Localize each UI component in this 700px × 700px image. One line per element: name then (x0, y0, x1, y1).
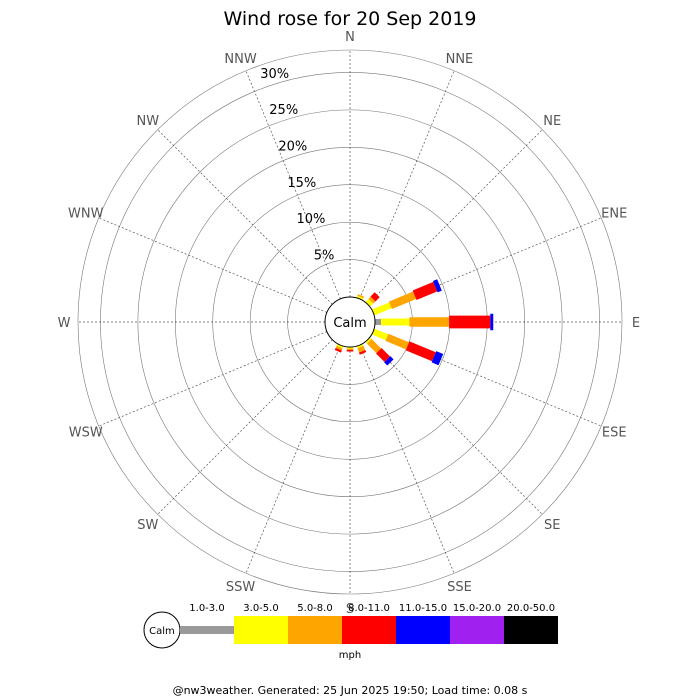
direction-label: W (58, 316, 71, 331)
radial-label: 5% (314, 248, 335, 263)
wind-bar-e-4 (490, 313, 494, 331)
direction-label: ENE (601, 207, 627, 222)
wind-bar-se-1 (365, 337, 372, 344)
legend-units: mph (339, 650, 361, 661)
legend-label: 3.0-5.0 (243, 603, 278, 614)
legend-label: 5.0-8.0 (297, 603, 332, 614)
grid-spoke (157, 339, 333, 515)
radial-label: 15% (287, 176, 316, 191)
legend-swatch-1 (234, 616, 288, 644)
grid-spoke (98, 217, 328, 313)
grid-spoke (157, 129, 333, 305)
direction-label: SE (544, 518, 560, 533)
grid-spoke (367, 129, 543, 305)
wind-bar-s-2 (346, 348, 354, 350)
wind-bar-ese-1 (371, 328, 389, 341)
grid-spoke (98, 331, 328, 427)
direction-label: WNW (68, 207, 104, 222)
grid-spoke (245, 70, 341, 300)
direction-label: WSW (69, 425, 103, 440)
grid-ring (77, 49, 623, 595)
chart-title: Wind rose for 20 Sep 2019 (223, 8, 476, 30)
wind-bar-e-3 (449, 315, 491, 329)
calm-label: Calm (333, 316, 366, 331)
wind-bar-ssw-3 (334, 347, 342, 353)
legend-swatch-4 (396, 616, 450, 644)
direction-label: E (632, 316, 640, 331)
wind-bar-e-1 (380, 318, 410, 326)
wind-bar-sse-2 (357, 345, 366, 353)
axis-labels: N NNE NE ENE E ESE SE SSE S SSW SW WSW W WNW NW NNW 5% 10… (58, 30, 641, 617)
legend-swatch-2 (288, 616, 342, 644)
legend-label: 1.0-3.0 (189, 603, 224, 614)
calm-circle: Calm (324, 296, 376, 348)
radial-label: 20% (278, 140, 307, 155)
wind-bar-ssw-1 (336, 343, 344, 349)
grid-spoke (359, 344, 455, 574)
wind-bar-ese-3 (405, 341, 436, 362)
wind-bar-ene-1 (371, 302, 392, 316)
wind-bar-ese-2 (385, 333, 410, 350)
wind-bar-ene-3 (412, 281, 438, 301)
wind-bar-e-0 (375, 319, 381, 325)
direction-label: SSE (447, 580, 472, 595)
legend-label: 20.0-50.0 (507, 603, 555, 614)
legend-label: 8.0-11.0 (348, 603, 390, 614)
grid-spoke (245, 344, 341, 574)
direction-label: SW (137, 518, 158, 533)
legend-swatch-0 (180, 626, 234, 634)
legend-swatch-3 (342, 616, 396, 644)
direction-label: NE (543, 114, 561, 129)
wind-bar-se-2 (366, 338, 382, 354)
wind-bar-ne-2 (368, 296, 376, 304)
legend-swatch-6 (504, 616, 558, 644)
legend-label: 11.0-15.0 (399, 603, 447, 614)
direction-label: S (346, 602, 354, 617)
grid-spoke (367, 339, 543, 515)
wind-bar-sse-1 (356, 343, 364, 349)
wind-bar-ene-4 (432, 279, 442, 293)
legend-calm-label: Calm (149, 626, 175, 637)
direction-label: NW (136, 114, 159, 129)
radial-label: 25% (269, 103, 298, 118)
radial-label: 30% (260, 67, 289, 82)
wind-bar-se-3 (376, 348, 391, 363)
polar-grid (77, 49, 623, 595)
wind-bar-e-2 (409, 317, 450, 327)
legend-label: 15.0-20.0 (453, 603, 501, 614)
direction-label: SSW (226, 580, 256, 595)
wind-bar-ne-1 (365, 298, 374, 307)
direction-label: NNE (446, 52, 474, 67)
calm-circle-shape (324, 296, 376, 348)
wind-bar-nne-1 (356, 295, 364, 301)
radial-label: 10% (296, 212, 325, 227)
wind-bar-se-4 (384, 356, 394, 366)
legend-swatch-5 (450, 616, 504, 644)
footer-text: @nw3weather. Generated: 25 Jun 2025 19:5… (173, 684, 528, 697)
grid-spoke (359, 70, 455, 300)
wind-bar-ese-4 (431, 351, 444, 366)
wind-bar-ssw-2 (335, 345, 343, 351)
direction-label: N (345, 30, 355, 45)
wind-bar-sse-3 (358, 349, 367, 355)
grid-ring (137, 109, 563, 535)
direction-label: ESE (602, 425, 627, 440)
wind-bar-ene-2 (388, 291, 417, 309)
wind-bars (334, 279, 494, 366)
wind-bar-ne-3 (370, 292, 380, 302)
wind-bar-s-3 (346, 349, 354, 352)
direction-label: NNW (224, 52, 256, 67)
speed-legend: Calm 1.0-3.0 3.0-5.0 5.0-8.0 8.0-11.0 11.0-15… (143, 603, 558, 661)
wind-bar-nne-2 (357, 294, 365, 299)
